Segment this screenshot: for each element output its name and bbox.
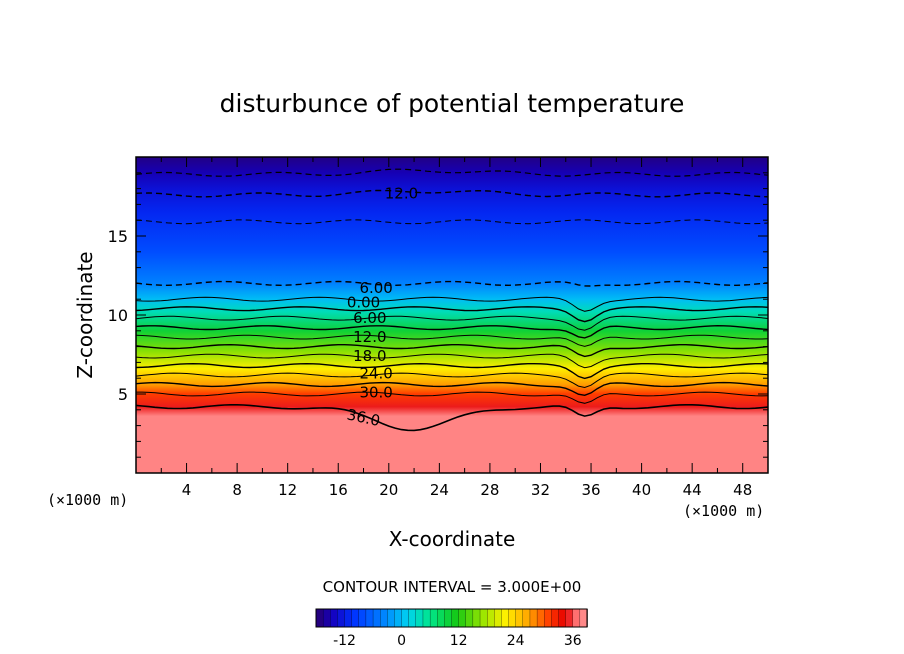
x-tick-label: 20 (379, 481, 398, 499)
colorbar-cell (522, 608, 531, 628)
colorbar-cell (351, 608, 360, 628)
contour-line (136, 296, 768, 312)
contour-label: 6.00 (359, 279, 392, 297)
x-unit-right: (×1000 m) (683, 502, 764, 520)
colorbar-tick-label: 0 (397, 633, 406, 649)
contour-lines (136, 168, 768, 432)
contour-line (136, 372, 768, 389)
x-tick-label: 36 (581, 481, 600, 499)
colorbar-cell (380, 608, 389, 628)
colorbar-cell (501, 608, 510, 628)
colorbar-tick-label: 36 (564, 633, 582, 649)
contour-line (136, 306, 768, 323)
x-tick-label: 48 (733, 481, 752, 499)
y-axis-label: Z-coordinate (73, 251, 97, 378)
x-tick-label: 16 (329, 481, 348, 499)
colorbar-cell (422, 608, 431, 628)
colorbar-cell (479, 608, 488, 628)
colorbar-cell (437, 608, 446, 628)
colorbar-cell (572, 608, 581, 628)
colorbar-tick-label: 24 (507, 633, 525, 649)
colorbar-cell (408, 608, 417, 628)
colorbar-cell (565, 608, 574, 628)
colorbar-cell (330, 608, 339, 628)
x-tick-label: 44 (683, 481, 702, 499)
color-field (136, 157, 768, 473)
colorbar-cell (365, 608, 374, 628)
x-tick-label: 28 (480, 481, 499, 499)
contour-label: 24.0 (359, 364, 392, 382)
contour-label: 12.0 (353, 328, 386, 346)
colorbar-cell (558, 608, 567, 628)
contour-line (136, 362, 768, 380)
x-unit-left: (×1000 m) (47, 491, 128, 509)
contour-line (136, 391, 768, 404)
colorbar-cell (494, 608, 503, 628)
colorbar-cell (322, 608, 332, 628)
colorbar-cell (315, 608, 324, 628)
contour-interval-label: CONTOUR INTERVAL = 3.000E+00 (323, 578, 582, 596)
y-tick-label: 10 (108, 306, 128, 325)
colorbar: -12 0 12 24 36 (315, 608, 588, 649)
contour-line (136, 353, 768, 369)
colorbar-cell (544, 608, 553, 628)
contour-line (136, 343, 768, 358)
chart-title: disturbunce of potential temperature (220, 89, 685, 118)
colorbar-cell (529, 608, 538, 628)
contour-line (136, 219, 768, 225)
x-axis-label: X-coordinate (389, 527, 516, 551)
x-tick-label: 32 (531, 481, 550, 499)
x-tick-label: 24 (430, 481, 449, 499)
colorbar-cell (579, 608, 588, 628)
contour-line (136, 168, 768, 177)
colorbar-cell (415, 608, 424, 628)
contour-label: 30.0 (359, 383, 392, 401)
contour-line (136, 315, 768, 331)
contour-line (136, 280, 768, 287)
colorbar-tick-label: -12 (333, 633, 356, 649)
colorbar-cell (344, 608, 353, 628)
colorbar-cell (508, 608, 517, 628)
y-axis-ticks: 5 10 15 (108, 172, 768, 458)
x-tick-label: 12 (278, 481, 297, 499)
colorbar-cell (472, 608, 481, 628)
colorbar-cell (465, 608, 474, 628)
colorbar-cell (536, 608, 545, 628)
colorbar-cell (551, 608, 560, 628)
contour-label: 6.00 (353, 309, 386, 327)
contour-label: 12.0 (385, 184, 418, 202)
y-tick-label: 15 (108, 227, 128, 246)
colorbar-cell (444, 608, 453, 628)
colorbar-cell (458, 608, 467, 628)
colorbar-cell (358, 608, 367, 628)
contour-line (136, 381, 768, 397)
colorbar-cell (429, 608, 438, 628)
contour-label: 0.00 (347, 293, 380, 311)
contour-line (136, 324, 768, 339)
contour-line (136, 189, 768, 198)
colorbar-tick-label: 12 (450, 633, 468, 649)
colorbar-cell (487, 608, 496, 628)
colorbar-cell (372, 608, 381, 628)
contour-label: 18.0 (353, 347, 386, 365)
colorbar-frame (315, 608, 588, 628)
x-tick-label: 40 (632, 481, 651, 499)
contour-line (136, 334, 768, 347)
x-axis-ticks: 4 8 12 16 20 24 28 32 36 40 44 48 (160, 157, 752, 499)
x-tick-label: 8 (232, 481, 242, 499)
colorbar-cell (515, 608, 524, 628)
colorbar-cell (387, 608, 396, 628)
colorbar-cell (401, 608, 410, 628)
x-tick-label: 4 (182, 481, 192, 499)
colorbar-cell (337, 608, 346, 628)
y-tick-label: 5 (118, 385, 128, 404)
contour-line (136, 404, 768, 432)
colorbar-cell (394, 608, 403, 628)
colorbar-cell (451, 608, 460, 628)
